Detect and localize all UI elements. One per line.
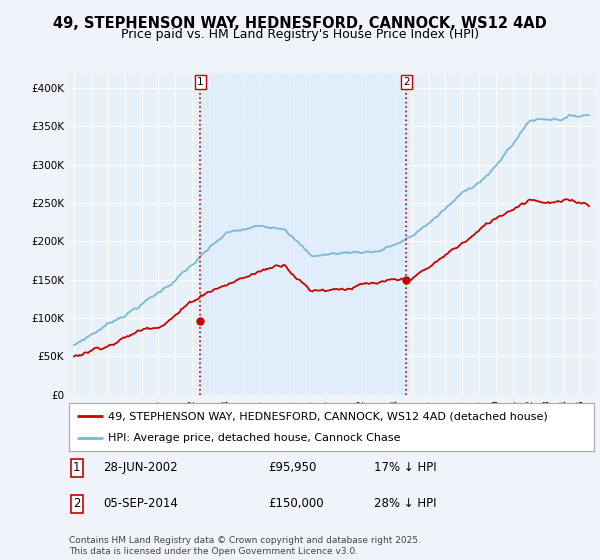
Text: 17% ↓ HPI: 17% ↓ HPI	[373, 461, 436, 474]
Text: £150,000: £150,000	[269, 497, 324, 510]
Text: Contains HM Land Registry data © Crown copyright and database right 2025.
This d: Contains HM Land Registry data © Crown c…	[69, 536, 421, 556]
Text: 1: 1	[197, 77, 203, 87]
Text: 49, STEPHENSON WAY, HEDNESFORD, CANNOCK, WS12 4AD (detached house): 49, STEPHENSON WAY, HEDNESFORD, CANNOCK,…	[109, 411, 548, 421]
Text: 2: 2	[73, 497, 80, 510]
Text: HPI: Average price, detached house, Cannock Chase: HPI: Average price, detached house, Cann…	[109, 433, 401, 443]
Text: 2: 2	[403, 77, 409, 87]
Text: £95,950: £95,950	[269, 461, 317, 474]
Text: Price paid vs. HM Land Registry's House Price Index (HPI): Price paid vs. HM Land Registry's House …	[121, 28, 479, 41]
Text: 28-JUN-2002: 28-JUN-2002	[103, 461, 178, 474]
Text: 28% ↓ HPI: 28% ↓ HPI	[373, 497, 436, 510]
Text: 05-SEP-2014: 05-SEP-2014	[103, 497, 178, 510]
Bar	[200, 73, 406, 395]
Text: 49, STEPHENSON WAY, HEDNESFORD, CANNOCK, WS12 4AD: 49, STEPHENSON WAY, HEDNESFORD, CANNOCK,…	[53, 16, 547, 31]
Text: 1: 1	[73, 461, 80, 474]
